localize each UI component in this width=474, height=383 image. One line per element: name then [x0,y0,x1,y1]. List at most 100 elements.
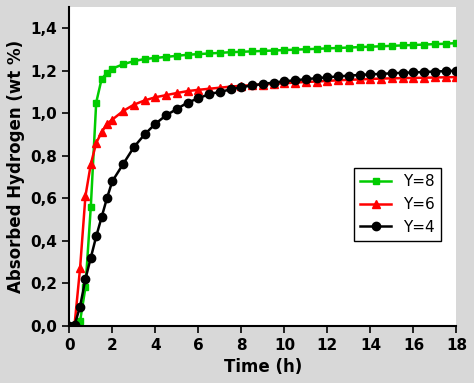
Y=8 [314,46,319,51]
Y=8 [185,52,191,57]
Y=4 [174,106,180,111]
Y=6 [443,75,448,80]
Y=6 [163,93,169,97]
Y=6 [104,121,110,126]
Y=4 [271,80,276,85]
Y=6 [410,75,416,80]
Y=4 [109,179,115,183]
Y=6 [88,162,94,167]
Y=8 [282,48,287,52]
Y=4 [163,113,169,118]
Y=6 [346,77,352,82]
Y=4 [357,73,363,77]
Y=8 [410,43,416,47]
Y=6 [120,109,126,113]
Y=6 [82,194,88,198]
X-axis label: Time (h): Time (h) [224,358,302,376]
Y=6 [325,79,330,83]
Y=4 [378,72,384,76]
Y=8 [174,54,180,58]
Y=4 [443,69,448,74]
Y=4 [260,82,266,86]
Y=8 [153,56,158,60]
Y=8 [335,46,341,50]
Y=8 [93,100,99,105]
Y=4 [153,121,158,126]
Y=4 [368,72,374,77]
Y=8 [228,50,234,54]
Y=8 [195,52,201,56]
Y=8 [82,285,88,290]
Y=4 [72,322,78,327]
Y=4 [99,215,104,219]
Y=8 [249,49,255,54]
Y=6 [314,79,319,84]
Y=6 [185,89,191,93]
Y=6 [454,75,459,79]
Y=6 [389,76,395,81]
Y=8 [104,70,110,75]
Y=8 [88,205,94,209]
Y=4 [389,71,395,75]
Y=4 [238,85,244,90]
Y=6 [131,102,137,107]
Y=4 [432,69,438,74]
Y=6 [99,130,104,134]
Y=4 [195,96,201,101]
Y=8 [99,77,104,82]
Y=8 [120,62,126,67]
Y=4 [421,70,427,74]
Y=8 [454,41,459,45]
Y=4 [77,304,83,309]
Y=4 [217,90,223,94]
Y=8 [346,45,352,50]
Y=4 [346,73,352,78]
Y=8 [217,51,223,55]
Y=6 [378,76,384,81]
Y=8 [292,47,298,52]
Y=4 [249,83,255,88]
Y=4 [120,162,126,167]
Y=6 [72,321,78,326]
Y=4 [303,77,309,82]
Y=4 [185,100,191,105]
Y=8 [303,47,309,52]
Y=8 [260,49,266,53]
Y=6 [400,76,406,80]
Y=6 [77,266,83,271]
Y=8 [142,57,147,61]
Y=6 [292,80,298,85]
Y=6 [228,84,234,89]
Y=6 [142,98,147,103]
Y=6 [282,81,287,85]
Y=8 [77,319,83,324]
Y=8 [271,48,276,53]
Y=8 [325,46,330,51]
Y=6 [357,77,363,82]
Y=4 [314,76,319,80]
Y=4 [335,74,341,79]
Y=6 [217,85,223,90]
Y=4 [292,78,298,83]
Y=6 [432,75,438,80]
Y=6 [206,87,212,91]
Y=8 [68,323,74,328]
Y=6 [335,78,341,83]
Y=8 [368,44,374,49]
Y=8 [378,44,384,49]
Y=4 [66,323,72,328]
Y=6 [238,83,244,88]
Legend: Y=8, Y=6, Y=4: Y=8, Y=6, Y=4 [355,168,441,241]
Y=4 [93,234,99,239]
Y=6 [303,80,309,84]
Y=6 [93,141,99,145]
Y=4 [88,255,94,260]
Y=8 [109,66,115,71]
Y=4 [282,79,287,83]
Y=8 [421,42,427,47]
Y=8 [400,43,406,48]
Line: Y=6: Y=6 [65,73,461,330]
Y=6 [421,75,427,80]
Y=4 [206,92,212,97]
Y-axis label: Absorbed Hydrogen (wt %): Absorbed Hydrogen (wt %) [7,40,25,293]
